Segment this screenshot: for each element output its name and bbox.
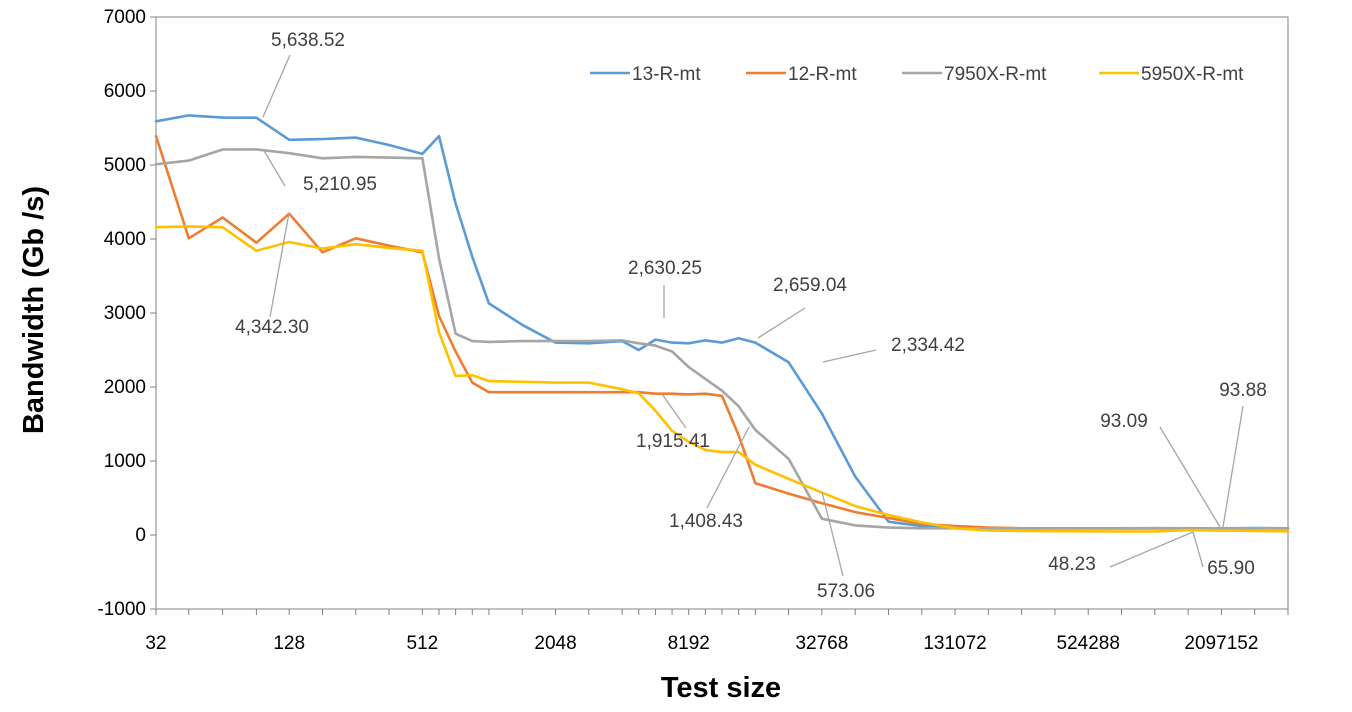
y-axis-ticks: -1000 0 1000 2000 3000 4000 5000 6000 7000 [97,7,156,620]
data-label: 65.90 [1207,558,1255,579]
x-tick-label: 2048 [534,633,576,654]
series-line-7950X-R-mt [154,148,1290,530]
data-label: 573.06 [817,581,875,602]
legend-label: 7950X-R-mt [944,64,1047,85]
data-label: 1,915.41 [636,431,710,452]
y-tick-label: 3000 [104,303,146,324]
x-tick-label: 32768 [795,633,848,654]
data-label: 93.09 [1100,411,1148,432]
annotation-leader-line [1222,405,1244,528]
annotation-leader-line [706,426,750,509]
data-label: 5,638.52 [271,30,345,51]
y-tick-label: 7000 [104,7,146,28]
data-annotations: 5,638.52 5,210.95 4,342.30 2,630.25 2,659.04… [235,30,1267,602]
data-label: 93.88 [1219,380,1267,401]
legend-label: 13-R-mt [632,64,701,85]
legend-label: 5950X-R-mt [1141,64,1244,85]
series-lines [154,114,1290,533]
annotation-leader-line [661,393,687,429]
data-label: 2,659.04 [773,275,847,296]
y-tick-label: 5000 [104,155,146,176]
y-tick-label: 0 [135,525,146,546]
x-tick-label: 131072 [923,633,986,654]
annotation-leader-line [822,349,877,363]
x-tick-label: 32 [145,633,166,654]
y-tick-label: -1000 [97,599,146,620]
y-tick-label: 6000 [104,81,146,102]
series-line-5950X-R-mt [154,225,1290,533]
data-label: 1,408.43 [669,511,743,532]
x-tick-label: 128 [273,633,305,654]
annotation-leader-line [1192,531,1204,568]
data-label: 2,630.25 [628,258,702,279]
y-tick-label: 2000 [104,377,146,398]
y-tick-label: 1000 [104,451,146,472]
annotation-leader-line [262,148,286,187]
annotation-leader-line [262,54,291,118]
data-label: 2,334.42 [891,335,965,356]
x-tick-label: 512 [407,633,439,654]
legend: 13-R-mt 12-R-mt 7950X-R-mt 5950X-R-mt [590,64,1244,85]
x-tick-label: 2097152 [1184,633,1258,654]
x-tick-label: 524288 [1057,633,1120,654]
y-tick-label: 4000 [104,229,146,250]
x-axis-ticks: 32 128 512 2048 8192 32768 131072 524288 2097152 [145,609,1289,654]
annotation-leader-line [757,307,806,339]
annotation-leader-line [269,212,290,318]
legend-label: 12-R-mt [788,64,857,85]
y-axis-title: Bandwidth (Gb /s) [18,186,50,434]
annotation-leader-line [1159,426,1221,528]
annotation-leader-line [821,491,844,577]
x-axis-title: Test size [661,672,781,704]
data-label: 4,342.30 [235,317,309,338]
data-label: 48.23 [1048,554,1096,575]
data-label: 5,210.95 [303,174,377,195]
x-tick-label: 8192 [668,633,710,654]
annotation-leader-line [1109,531,1194,568]
